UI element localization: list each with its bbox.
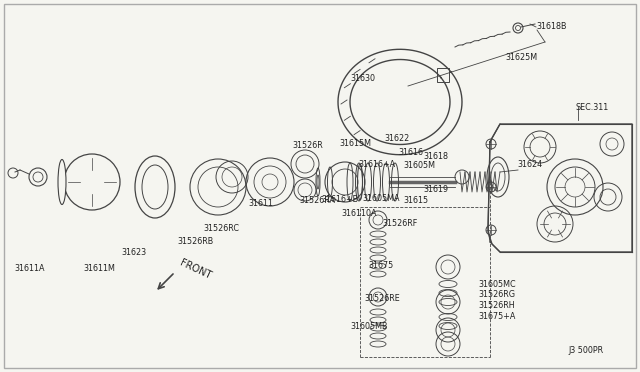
Circle shape	[64, 154, 120, 210]
Text: 31616+B: 31616+B	[322, 195, 359, 203]
Text: 31526R: 31526R	[292, 141, 323, 150]
Text: 31618: 31618	[424, 153, 449, 161]
Text: SEC.311: SEC.311	[576, 103, 609, 112]
Text: 31616+A: 31616+A	[358, 160, 396, 169]
Text: 31526RA: 31526RA	[300, 196, 335, 205]
Ellipse shape	[58, 160, 66, 205]
Text: 31625M: 31625M	[506, 53, 538, 62]
Text: J3 500PR: J3 500PR	[568, 346, 604, 355]
Text: 31605MA: 31605MA	[363, 194, 401, 203]
Text: 31624: 31624	[517, 160, 542, 169]
Text: 31611M: 31611M	[83, 264, 115, 273]
Text: 316110A: 316110A	[342, 209, 377, 218]
Text: 31526RE: 31526RE	[365, 294, 401, 303]
Text: 31526RH: 31526RH	[479, 301, 515, 310]
Text: 31526RG: 31526RG	[479, 290, 516, 299]
Text: 31605MB: 31605MB	[351, 322, 388, 331]
Text: FRONT: FRONT	[178, 257, 212, 280]
Text: 31615M: 31615M	[339, 139, 371, 148]
Text: 31618B: 31618B	[536, 22, 567, 31]
Text: 31615: 31615	[403, 196, 428, 205]
Text: 31605M: 31605M	[403, 161, 435, 170]
Text: 31616: 31616	[398, 148, 423, 157]
Text: 31611: 31611	[248, 199, 273, 208]
Text: 31623: 31623	[122, 248, 147, 257]
Text: 31526RF: 31526RF	[383, 219, 418, 228]
Text: 31630: 31630	[351, 74, 376, 83]
Text: 31622: 31622	[384, 134, 409, 143]
Bar	[437, 68, 449, 81]
Text: 31675: 31675	[368, 261, 393, 270]
Text: 31619: 31619	[424, 185, 449, 194]
Text: 31526RC: 31526RC	[204, 224, 239, 233]
Text: 31605MC: 31605MC	[479, 280, 516, 289]
Text: 31611A: 31611A	[14, 264, 45, 273]
Text: 31526RB: 31526RB	[178, 237, 214, 246]
Text: 31675+A: 31675+A	[479, 312, 516, 321]
Ellipse shape	[135, 156, 175, 218]
